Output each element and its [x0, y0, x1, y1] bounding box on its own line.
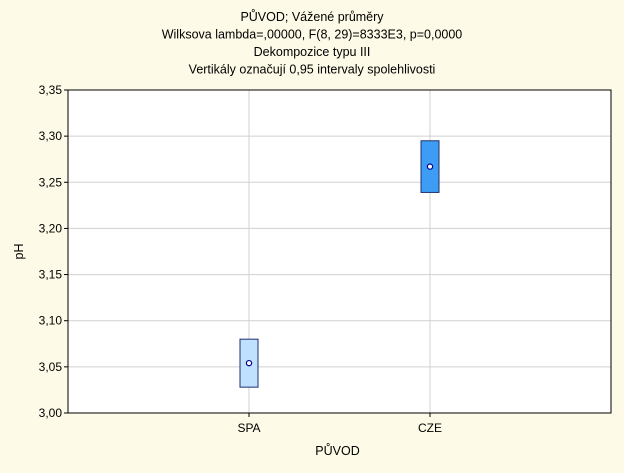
y-tick-label: 3,00	[39, 406, 63, 420]
title-line: Dekompozice typu III	[254, 45, 371, 59]
y-axis-ticks: 3,00 3,05 3,10 3,15 3,20 3,25 3,30 3,35	[39, 83, 68, 420]
y-tick-label: 3,05	[39, 360, 63, 374]
x-tick-label: SPA	[237, 421, 260, 435]
mean-point-spa	[245, 359, 253, 367]
x-axis-label: PŮVOD	[315, 443, 359, 458]
y-tick-label: 3,35	[39, 83, 63, 97]
title-line: PŮVOD; Vážené průměry	[240, 9, 384, 24]
x-axis-ticks: SPA CZE	[237, 413, 442, 435]
y-tick-label: 3,30	[39, 129, 63, 143]
mean-point-cze	[426, 163, 434, 170]
data-marks	[239, 140, 440, 388]
chart-title: PŮVOD; Vážené průměry Wilksova lambda=,00…	[162, 9, 463, 77]
y-tick-label: 3,25	[39, 175, 63, 189]
title-line: Vertikály označují 0,95 intervaly spoleh…	[189, 63, 436, 77]
plot-frame	[67, 89, 612, 414]
plot-area	[68, 90, 611, 413]
y-tick-label: 3,20	[39, 221, 63, 235]
y-tick-label: 3,15	[39, 268, 63, 282]
title-line: Wilksova lambda=,00000, F(8, 29)=8333E3,…	[162, 28, 463, 42]
x-tick-label: CZE	[418, 421, 442, 435]
y-tick-label: 3,10	[39, 314, 63, 328]
y-axis-label: pH	[12, 244, 26, 260]
grid-lines	[68, 89, 611, 414]
